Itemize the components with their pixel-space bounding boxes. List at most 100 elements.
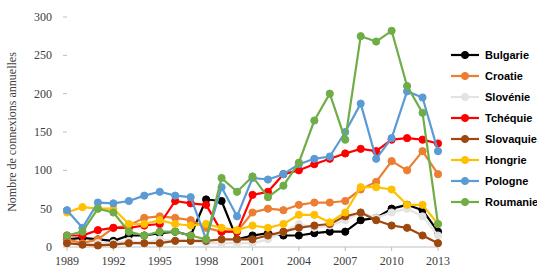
series-marker — [434, 232, 441, 239]
x-tick — [391, 247, 392, 251]
series-marker — [280, 207, 287, 214]
x-tick-label: 2001 — [241, 254, 265, 268]
series-marker — [187, 222, 194, 229]
series-marker — [264, 176, 271, 183]
series-marker — [94, 205, 101, 212]
x-tick-label: 1989 — [55, 254, 79, 268]
series-marker — [125, 240, 132, 247]
y-tick — [63, 170, 67, 171]
series-marker — [233, 236, 240, 243]
series-marker — [249, 191, 256, 198]
series-marker — [357, 209, 364, 216]
series-line — [67, 31, 438, 240]
series-line — [67, 199, 438, 240]
x-tick-label: 1992 — [101, 254, 125, 268]
legend-label: Hongrie — [485, 154, 527, 166]
series-marker — [373, 38, 380, 45]
series-marker — [110, 224, 117, 231]
series-marker — [110, 200, 117, 207]
series-marker — [403, 135, 410, 142]
series-marker — [388, 135, 395, 142]
series-marker — [110, 209, 117, 216]
series-marker — [419, 94, 426, 101]
series-marker — [434, 148, 441, 155]
series-marker — [63, 240, 70, 247]
series-marker — [419, 109, 426, 116]
series-marker — [203, 236, 210, 243]
series-marker — [156, 217, 163, 224]
series-marker — [373, 184, 380, 191]
legend-marker — [461, 177, 468, 184]
series-marker — [434, 240, 441, 247]
series-marker — [388, 209, 395, 216]
y-tick — [63, 17, 67, 18]
series-marker — [79, 241, 86, 248]
series-marker — [172, 228, 179, 235]
series-marker — [388, 27, 395, 34]
x-tick-label: 1995 — [148, 254, 172, 268]
series-marker — [172, 237, 179, 244]
series-marker — [357, 33, 364, 40]
y-tick-label: 0 — [46, 240, 52, 254]
series-marker — [403, 201, 410, 208]
series-marker — [218, 174, 225, 181]
series-marker — [218, 224, 225, 231]
series-line — [67, 91, 438, 239]
series-marker — [63, 232, 70, 239]
series-marker — [326, 199, 333, 206]
series-marker — [233, 227, 240, 234]
series-marker — [403, 201, 410, 208]
series-marker — [311, 155, 318, 162]
series-marker — [249, 222, 256, 229]
series-marker — [110, 224, 117, 231]
x-tick-label: 1998 — [194, 254, 218, 268]
series-marker — [156, 228, 163, 235]
legend-label: Slovénie — [485, 91, 530, 103]
series-marker — [388, 186, 395, 193]
series-marker — [326, 153, 333, 160]
series-marker — [172, 228, 179, 235]
series-marker — [141, 220, 148, 227]
x-tick-label: 2010 — [380, 254, 404, 268]
series-marker — [388, 158, 395, 165]
series-marker — [326, 219, 333, 226]
series-marker — [63, 232, 70, 239]
series-marker — [403, 224, 410, 231]
series-marker — [434, 220, 441, 227]
series-marker — [218, 236, 225, 243]
legend-label: Roumanie — [485, 196, 537, 208]
y-tick-label: 50 — [40, 202, 52, 216]
x-tick — [298, 247, 299, 251]
y-tick-label: 100 — [34, 163, 52, 177]
series-marker — [357, 100, 364, 107]
series-marker — [94, 227, 101, 234]
series-marker — [388, 222, 395, 229]
series-marker — [357, 145, 364, 152]
plot-area — [63, 27, 441, 249]
x-tick — [252, 247, 253, 251]
series-marker — [311, 199, 318, 206]
series-marker — [295, 224, 302, 231]
series-marker — [264, 205, 271, 212]
legend-marker — [461, 93, 468, 100]
series-marker — [419, 148, 426, 155]
series-marker — [63, 240, 70, 247]
series-marker — [172, 220, 179, 227]
legend-label: Pologne — [485, 175, 528, 187]
y-tick-label: 150 — [34, 125, 52, 139]
series-marker — [280, 171, 287, 178]
series-marker — [156, 188, 163, 195]
series-marker — [233, 213, 240, 220]
series-marker — [156, 240, 163, 247]
y-axis-label: Nombre de connexions annuelles — [5, 52, 19, 212]
legend-label: Bulgarie — [485, 49, 529, 61]
series-marker — [280, 228, 287, 235]
series-marker — [125, 197, 132, 204]
series-marker — [342, 136, 349, 143]
legend-marker — [461, 156, 468, 163]
series-line — [67, 209, 438, 245]
series-line — [67, 138, 438, 235]
series-marker — [357, 184, 364, 191]
legend-marker — [461, 135, 468, 142]
legend-label: Slovaquie — [485, 133, 537, 145]
